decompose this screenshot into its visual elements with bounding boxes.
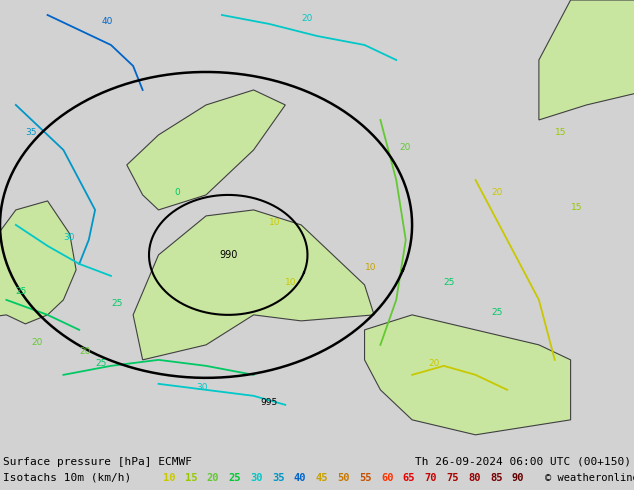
Text: 10: 10 xyxy=(269,218,281,227)
Polygon shape xyxy=(365,315,571,435)
Text: 75: 75 xyxy=(446,472,459,483)
Text: 20: 20 xyxy=(207,472,219,483)
Text: 80: 80 xyxy=(468,472,481,483)
Text: 40: 40 xyxy=(101,17,113,26)
Polygon shape xyxy=(127,90,285,210)
Text: 85: 85 xyxy=(490,472,503,483)
Text: 20: 20 xyxy=(491,188,503,197)
Text: 25: 25 xyxy=(16,287,27,296)
Text: Th 26-09-2024 06:00 UTC (00+150): Th 26-09-2024 06:00 UTC (00+150) xyxy=(415,457,631,467)
Text: Surface pressure [hPa] ECMWF: Surface pressure [hPa] ECMWF xyxy=(3,457,192,467)
Text: 60: 60 xyxy=(381,472,394,483)
Text: 20: 20 xyxy=(399,143,411,152)
Text: 20: 20 xyxy=(301,14,313,23)
Text: 10: 10 xyxy=(163,472,176,483)
Text: 990: 990 xyxy=(219,250,237,260)
Text: 15: 15 xyxy=(555,128,566,137)
Text: 25: 25 xyxy=(95,359,107,368)
Text: 40: 40 xyxy=(294,472,306,483)
Text: 25: 25 xyxy=(228,472,241,483)
Text: 995: 995 xyxy=(261,398,278,407)
Polygon shape xyxy=(0,201,76,324)
Text: 10: 10 xyxy=(285,278,297,287)
Text: © weatheronline.co.uk: © weatheronline.co.uk xyxy=(545,472,634,483)
Text: 65: 65 xyxy=(403,472,415,483)
Text: 30: 30 xyxy=(250,472,262,483)
Text: 20: 20 xyxy=(428,359,439,368)
Text: 70: 70 xyxy=(425,472,437,483)
Text: 25: 25 xyxy=(491,308,503,317)
Polygon shape xyxy=(133,210,374,360)
Text: 25: 25 xyxy=(444,278,455,287)
Text: 20: 20 xyxy=(32,338,43,347)
Text: 25: 25 xyxy=(111,299,122,308)
Text: 30: 30 xyxy=(63,233,75,242)
Text: 50: 50 xyxy=(337,472,350,483)
Text: 20: 20 xyxy=(79,347,91,356)
Text: Isotachs 10m (km/h): Isotachs 10m (km/h) xyxy=(3,472,131,483)
Text: 35: 35 xyxy=(25,128,37,137)
Text: 55: 55 xyxy=(359,472,372,483)
Text: 30: 30 xyxy=(197,383,208,392)
Text: 15: 15 xyxy=(184,472,197,483)
Text: 45: 45 xyxy=(316,472,328,483)
Text: 35: 35 xyxy=(272,472,285,483)
Text: 90: 90 xyxy=(512,472,524,483)
Text: 0: 0 xyxy=(174,188,180,197)
Polygon shape xyxy=(539,0,634,120)
Text: 10: 10 xyxy=(365,263,376,272)
Text: 15: 15 xyxy=(571,203,582,212)
